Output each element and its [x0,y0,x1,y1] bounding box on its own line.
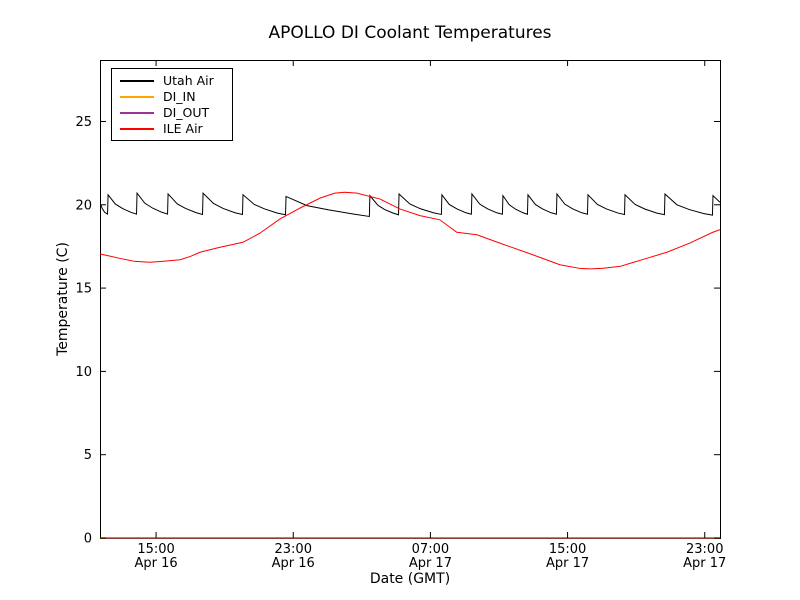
x-axis-label: Date (GMT) [369,571,451,587]
legend-label: DI_OUT [163,105,210,120]
y-tick-label: 5 [84,448,92,463]
x-tick-label-time: 15:00 [549,542,586,557]
x-tick-label-date: Apr 16 [134,556,177,571]
legend-label: Utah Air [163,73,214,88]
legend-line-sample [120,128,154,130]
y-tick-label: 20 [75,198,92,213]
y-tick-label: 0 [84,532,92,547]
y-tick-label: 15 [75,282,92,297]
legend-label: DI_IN [163,89,196,104]
x-tick-label-date: Apr 17 [409,556,452,571]
x-tick-label-time: 15:00 [137,542,174,557]
legend: Utah Air DI_IN DI_OUT ILE Air [111,68,233,141]
x-tick-label-date: Apr 17 [683,556,726,571]
x-tick-label-time: 23:00 [275,542,312,557]
x-tick-label-date: Apr 17 [546,556,589,571]
series-line-utah-air [100,191,720,218]
legend-item-di-out: DI_OUT [112,105,232,121]
legend-item-utah-air: Utah Air [112,73,232,89]
y-tick-label: 25 [75,115,92,130]
x-tick-label-time: 23:00 [686,542,723,557]
legend-line-sample [120,112,154,114]
x-tick-label-date: Apr 16 [272,556,315,571]
legend-label: ILE Air [163,121,203,136]
legend-item-ile-air: ILE Air [112,121,232,137]
chart-title: APOLLO DI Coolant Temperatures [268,23,552,43]
legend-item-di-in: DI_IN [112,89,232,105]
x-tick-label-time: 07:00 [412,542,449,557]
y-tick-label: 10 [75,365,92,380]
y-axis-label: Temperature (C) [55,242,71,356]
series-line-ile-air [100,191,720,270]
legend-line-sample [120,80,154,82]
legend-line-sample [120,96,154,98]
